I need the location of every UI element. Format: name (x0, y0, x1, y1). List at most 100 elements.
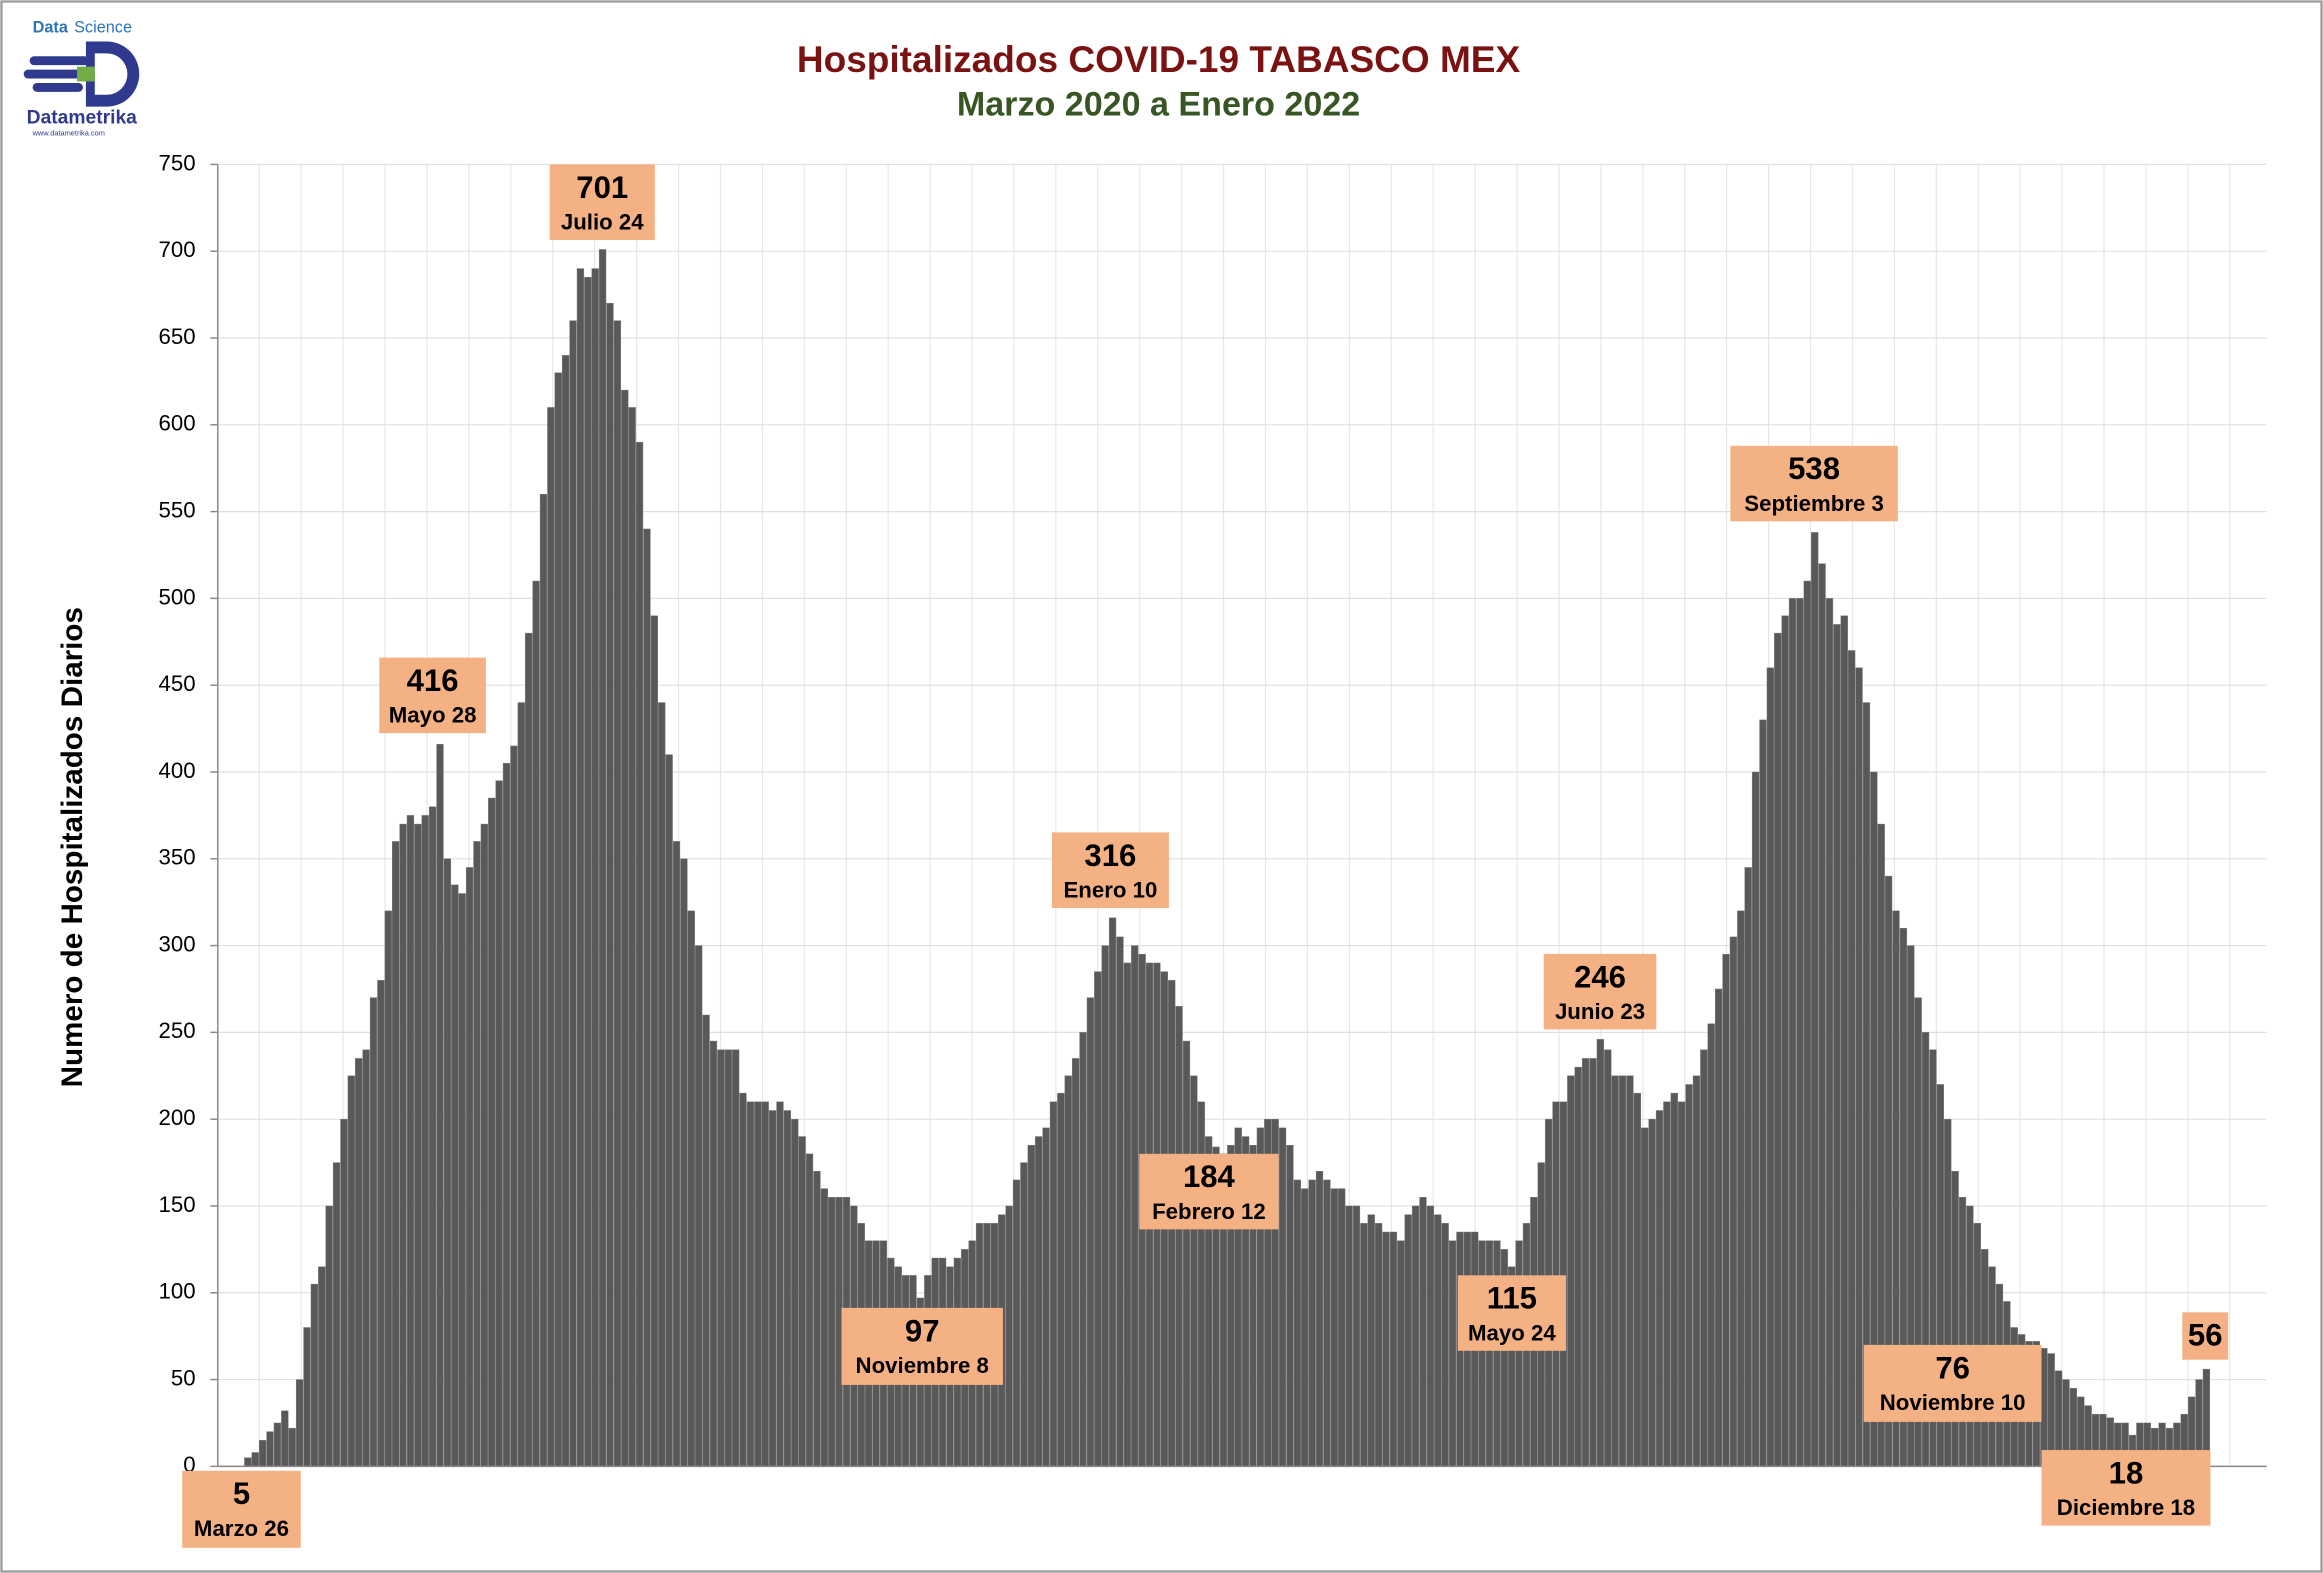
annotation-value: 416 (407, 663, 459, 698)
bar (717, 1049, 725, 1467)
bar (1722, 954, 1730, 1467)
y-tick-label: 700 (158, 237, 195, 262)
bar (1737, 910, 1745, 1467)
y-tick-label: 400 (158, 758, 195, 783)
bar (1618, 1075, 1627, 1467)
bar (1293, 1179, 1301, 1467)
bar (1648, 1118, 1656, 1467)
bar (281, 1410, 289, 1467)
chart-subtitle: Marzo 2020 a Enero 2022 (957, 86, 1360, 124)
annotation-value: 184 (1183, 1159, 1236, 1194)
bar (1190, 1075, 1198, 1467)
y-tick-label: 750 (158, 150, 195, 175)
bar (1375, 1223, 1383, 1467)
annotation-label: Enero 10 (1063, 878, 1157, 903)
bar (665, 754, 673, 1467)
bar (1670, 1092, 1678, 1467)
bar (1042, 1127, 1050, 1467)
bar (1515, 1240, 1523, 1467)
bar (414, 823, 422, 1467)
bar (1086, 997, 1095, 1467)
bar (761, 1101, 769, 1467)
bar (266, 1431, 274, 1467)
bar (1958, 1197, 1967, 1467)
bar (1811, 532, 1819, 1467)
bar (1840, 615, 1848, 1467)
bar (1419, 1197, 1427, 1467)
bar (273, 1422, 282, 1467)
bar (340, 1118, 348, 1467)
bar (1707, 1023, 1715, 1467)
bar (1131, 945, 1139, 1467)
bar (1005, 1205, 1013, 1467)
bar (1567, 1075, 1575, 1467)
bar (768, 1110, 777, 1467)
bar (1774, 632, 1782, 1467)
bar (1064, 1075, 1072, 1467)
bar (443, 858, 452, 1467)
annotation-label: Diciembre 18 (2057, 1495, 2195, 1520)
bar (1633, 1092, 1641, 1467)
bar (1692, 1075, 1701, 1467)
annotation-label: Noviembre 8 (856, 1353, 989, 1378)
annotation-value: 97 (905, 1313, 940, 1348)
bar (1678, 1101, 1686, 1467)
chart-title: Hospitalizados COVID-19 TABASCO MEX (797, 38, 1521, 80)
y-tick-label: 350 (158, 845, 195, 870)
bar (1027, 1144, 1035, 1467)
bar (406, 815, 415, 1467)
annotation-label: Septiembre 3 (1744, 491, 1884, 516)
annotation-label: Noviembre 10 (1880, 1390, 2026, 1415)
annotation-value: 5 (233, 1476, 250, 1511)
bar (1389, 1231, 1398, 1467)
bar (1611, 1075, 1619, 1467)
bar (569, 320, 577, 1467)
bar (584, 277, 592, 1467)
bar (1094, 971, 1102, 1467)
bar (332, 1162, 341, 1467)
bar (746, 1101, 755, 1467)
bar (695, 945, 703, 1467)
bar (1426, 1205, 1435, 1467)
bar (251, 1452, 259, 1467)
annotation-box (379, 657, 486, 734)
annotation-box (1457, 1275, 1566, 1351)
bar (591, 268, 599, 1467)
annotations: 5 Marzo 26 416 Mayo 28 701 Julio 24 97 Noviembr… (182, 164, 2229, 1548)
bar (259, 1440, 267, 1467)
annotation-box (841, 1307, 1003, 1385)
bar (421, 815, 429, 1467)
bar (1803, 580, 1811, 1467)
annotation-value: 538 (1788, 451, 1840, 486)
bar (1685, 1084, 1693, 1467)
annotation-box (182, 1470, 301, 1548)
logo-bar (32, 82, 83, 92)
bar (783, 1110, 791, 1467)
annotation-value: 18 (2109, 1455, 2144, 1490)
logo-d-inner (94, 53, 128, 95)
bar (1729, 936, 1738, 1467)
annotation-label: Febrero 12 (1152, 1199, 1266, 1224)
annotation-label: Mayo 28 (389, 703, 477, 728)
bar (1352, 1205, 1361, 1467)
bar (377, 980, 385, 1467)
bar (1574, 1066, 1582, 1467)
bar (805, 1153, 814, 1467)
bar (539, 494, 548, 1467)
bar (1360, 1223, 1368, 1467)
bar (303, 1327, 311, 1467)
bar (458, 893, 466, 1467)
bar (643, 528, 651, 1467)
bar (739, 1092, 747, 1467)
y-tick-label: 50 (171, 1365, 196, 1390)
y-tick-label: 450 (158, 671, 195, 696)
annotation-box (549, 164, 655, 240)
y-axis-label: Numero de Hospitalizados Diarios (56, 607, 89, 1087)
bar (1175, 1006, 1183, 1467)
bar (325, 1205, 333, 1467)
bar (672, 841, 681, 1467)
bar (1485, 1240, 1494, 1467)
bar (680, 858, 688, 1467)
bar (1367, 1214, 1375, 1467)
